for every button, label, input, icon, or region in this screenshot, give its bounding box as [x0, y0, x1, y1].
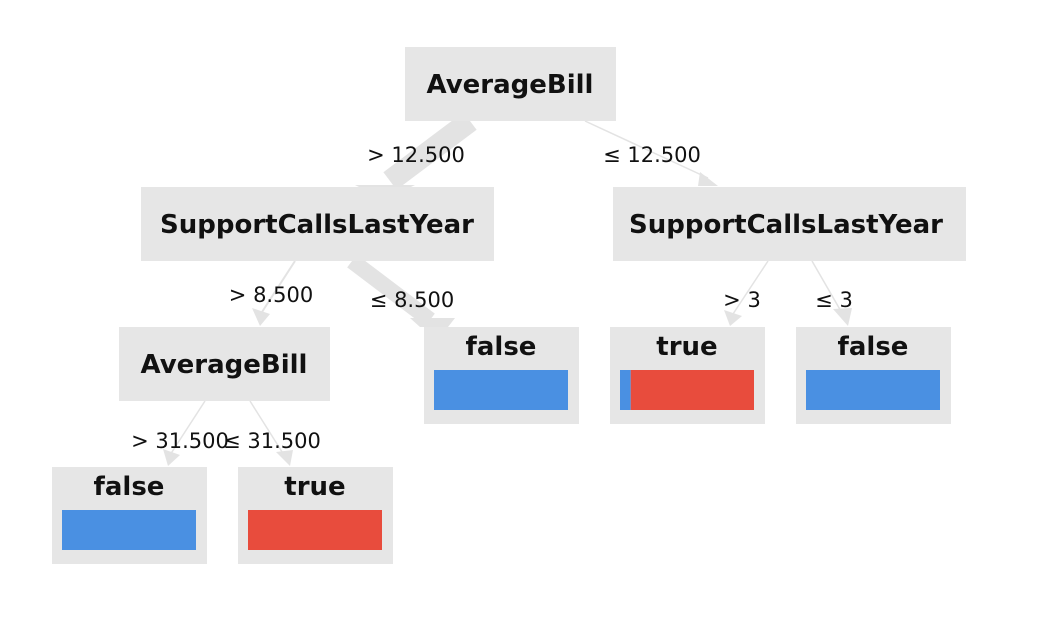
- leaf-node-r-gt-bar-true: [630, 370, 754, 410]
- edge-right-gt-arrow: [724, 310, 742, 326]
- split-node-right-label: SupportCallsLastYear: [629, 210, 943, 240]
- leaf-node-r-gt-bar-false: [620, 370, 631, 410]
- edge-label-right-le: ≤ 3: [815, 288, 853, 312]
- edge-ll-le: [249, 400, 285, 456]
- leaf-node-ll-le-bar-true: [248, 510, 382, 550]
- edge-ll-gt: [169, 400, 206, 456]
- edge-ll-gt-arrow: [163, 449, 180, 466]
- split-node-right: SupportCallsLastYear: [613, 187, 966, 261]
- leaf-node-r-le: false: [796, 327, 951, 424]
- edge-left-le-arrow: [410, 318, 455, 327]
- leaf-node-l-le: false: [424, 327, 579, 424]
- leaf-node-r-gt: true: [610, 327, 765, 424]
- edge-right-gt: [732, 260, 769, 315]
- leaf-node-ll-gt-label: false: [94, 472, 165, 502]
- edge-ll-le-arrow: [276, 450, 293, 466]
- edge-root-right: [584, 120, 709, 179]
- leaf-node-ll-gt-bar-false: [62, 510, 196, 550]
- edge-label-right-gt: > 3: [723, 288, 761, 312]
- split-node-left-left-label: AverageBill: [141, 350, 308, 380]
- leaf-node-r-le-bar-false: [806, 370, 940, 410]
- edge-left-gt-arrow: [252, 308, 270, 326]
- edge-labels: > 12.500 ≤ 12.500 > 8.500 ≤ 8.500 > 31.5…: [131, 143, 853, 453]
- edge-root-left: [383, 112, 477, 190]
- edge-right-le: [811, 260, 843, 314]
- leaf-node-l-le-label: false: [466, 332, 537, 362]
- edge-label-ll-le: ≤ 31.500: [223, 429, 321, 453]
- leaf-node-ll-le-label: true: [284, 472, 345, 502]
- edge-label-left-le: ≤ 8.500: [370, 288, 454, 312]
- edges: [163, 112, 852, 466]
- split-node-left: SupportCallsLastYear: [141, 187, 494, 261]
- leaf-node-ll-le: true: [238, 467, 393, 564]
- edge-root-right-arrow: [698, 172, 718, 186]
- leaf-node-r-le-label: false: [838, 332, 909, 362]
- leaf-node-r-gt-label: true: [656, 332, 717, 362]
- edge-label-root-right: ≤ 12.500: [603, 143, 701, 167]
- edge-left-le: [347, 254, 435, 327]
- split-node-root-label: AverageBill: [427, 70, 594, 100]
- split-node-left-label: SupportCallsLastYear: [160, 210, 474, 240]
- edge-right-le-arrow: [833, 308, 852, 326]
- leaf-node-ll-gt: false: [52, 467, 207, 564]
- leaf-node-l-le-bar-false: [434, 370, 568, 410]
- edge-label-root-left: > 12.500: [367, 143, 465, 167]
- split-node-left-left: AverageBill: [119, 327, 330, 401]
- edge-label-ll-gt: > 31.500: [131, 429, 229, 453]
- edge-left-gt: [261, 260, 296, 313]
- edge-label-left-gt: > 8.500: [229, 283, 313, 307]
- split-node-root: AverageBill: [405, 47, 616, 121]
